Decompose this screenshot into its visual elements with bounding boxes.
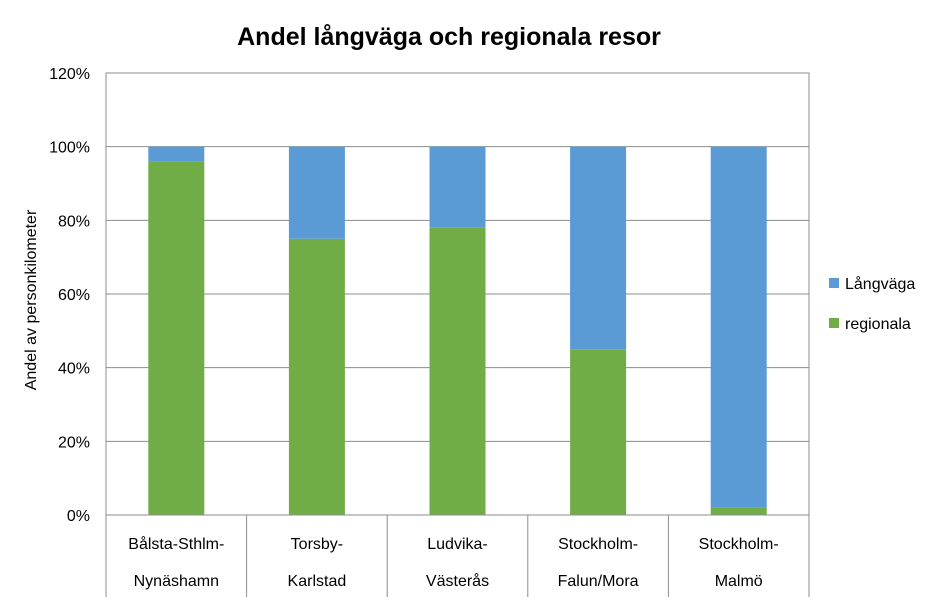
x-category-label: Karlstad xyxy=(288,573,347,590)
x-category-label: Malmö xyxy=(715,573,763,590)
y-tick-label: 100% xyxy=(49,140,90,157)
bar-regionala xyxy=(429,227,486,515)
bar-långväga xyxy=(570,146,627,350)
x-category-label: Stockholm- xyxy=(699,536,779,553)
bar-regionala xyxy=(710,507,767,515)
x-category-label: Nynäshamn xyxy=(134,573,219,590)
x-category-label: Ludvika- xyxy=(427,536,487,553)
bar-långväga xyxy=(710,146,767,508)
bar-regionala xyxy=(570,349,627,515)
bar-långväga xyxy=(288,146,345,239)
x-category-label: Falun/Mora xyxy=(558,573,639,590)
legend-swatch-regionala xyxy=(829,318,839,328)
bar-långväga xyxy=(148,146,205,162)
bar-långväga xyxy=(429,146,486,228)
y-tick-label: 40% xyxy=(58,361,90,378)
y-tick-label: 80% xyxy=(58,213,90,230)
x-category-label: Bålsta-Sthlm- xyxy=(128,535,224,553)
bar-regionala xyxy=(288,238,345,515)
x-category-label: Torsby- xyxy=(291,536,343,553)
y-tick-label: 0% xyxy=(67,508,90,525)
plot-area: 0% 20% 40% 60% 80% 100% 120% Bålsta-Sthlm- Nynäs… xyxy=(49,66,810,597)
y-tick-label: 20% xyxy=(58,434,90,451)
x-category-label: Stockholm- xyxy=(558,536,638,553)
y-axis-label: Andel av personkilometer xyxy=(23,209,40,390)
y-tick-label: 60% xyxy=(58,287,90,304)
legend-label-regionala: regionala xyxy=(845,316,911,333)
legend-label-långväga: Långväga xyxy=(845,275,915,293)
chart-title: Andel långväga och regionala resor xyxy=(237,23,661,51)
y-tick-label: 120% xyxy=(49,66,90,83)
x-category-label: Västerås xyxy=(426,572,489,590)
legend: Långväga regionala xyxy=(829,275,915,333)
bar-regionala xyxy=(148,161,205,515)
legend-swatch-långväga xyxy=(829,278,839,288)
